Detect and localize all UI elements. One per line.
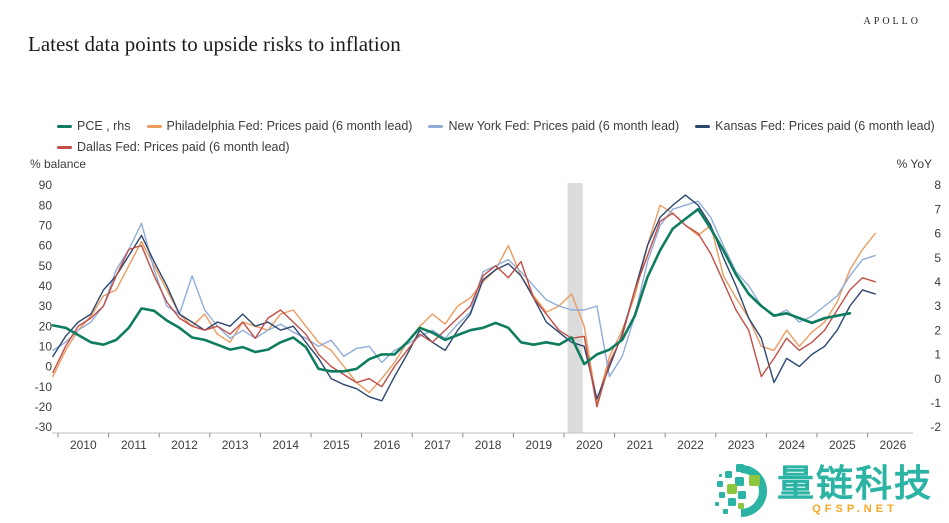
x-tick-label: 2012 bbox=[171, 438, 198, 452]
right-axis-tick-label: 2 bbox=[934, 323, 941, 337]
right-axis-tick-label: 7 bbox=[934, 202, 941, 216]
legend-dash-icon bbox=[428, 124, 444, 128]
series-line-2 bbox=[52, 200, 876, 378]
legend-label: New York Fed: Prices paid (6 month lead) bbox=[448, 119, 680, 133]
legend-item: Philadelphia Fed: Prices paid (6 month l… bbox=[146, 119, 413, 133]
series-line-1 bbox=[52, 204, 876, 404]
x-tick-label: 2022 bbox=[677, 438, 704, 452]
legend-dash-icon bbox=[57, 145, 72, 149]
logo-crescent bbox=[741, 465, 767, 517]
left-axis-tick-label: 50 bbox=[39, 259, 53, 273]
x-tick-label: 2015 bbox=[323, 438, 350, 452]
right-axis-tick-label: 3 bbox=[934, 299, 941, 313]
left-axis-tick-label: 20 bbox=[39, 319, 53, 333]
watermark-site: QFSP.NET bbox=[812, 503, 898, 515]
x-tick-label: 2010 bbox=[70, 438, 97, 452]
legend-item: New York Fed: Prices paid (6 month lead) bbox=[428, 119, 679, 133]
legend-label: Philadelphia Fed: Prices paid (6 month l… bbox=[166, 119, 413, 133]
left-axis-tick-label: 40 bbox=[39, 279, 53, 293]
chart-legend: PCE , rhs Philadelphia Fed: Prices paid (… bbox=[57, 119, 935, 154]
legend-row: PCE , rhs Philadelphia Fed: Prices paid (… bbox=[57, 119, 935, 133]
left-axis-title: % balance bbox=[30, 157, 87, 171]
logo-squares bbox=[715, 464, 760, 514]
right-axis-tick-label: -1 bbox=[930, 396, 941, 410]
right-axis-tick-label: -2 bbox=[930, 420, 941, 434]
apollo-brand-logo: APOLLO bbox=[863, 16, 921, 27]
right-axis-tick-label: 0 bbox=[934, 372, 941, 386]
left-axis-tick-label: 60 bbox=[39, 239, 53, 253]
x-tick-label: 2026 bbox=[880, 438, 907, 452]
x-tick-label: 2011 bbox=[121, 438, 147, 452]
x-tick-label: 2017 bbox=[424, 438, 451, 452]
x-tick-label: 2018 bbox=[475, 438, 502, 452]
legend-item: Kansas Fed: Prices paid (6 month lead) bbox=[695, 119, 935, 133]
right-axis-tick-label: 8 bbox=[934, 178, 941, 192]
left-axis-tick-label: -20 bbox=[35, 400, 53, 414]
x-tick-label: 2020 bbox=[576, 438, 603, 452]
legend-item: PCE , rhs bbox=[57, 119, 131, 133]
left-axis-tick-label: 90 bbox=[39, 178, 53, 192]
legend-label: Dallas Fed: Prices paid (6 month lead) bbox=[77, 140, 290, 154]
right-axis-tick-label: 5 bbox=[934, 251, 941, 265]
watermark: 量链科技 QFSP.NET bbox=[713, 461, 933, 519]
legend-dash-icon bbox=[695, 124, 711, 128]
legend-label: PCE , rhs bbox=[77, 119, 131, 133]
x-tick-label: 2025 bbox=[829, 438, 856, 452]
page-title: Latest data points to upside risks to in… bbox=[28, 32, 401, 56]
left-axis-tick-label: 0 bbox=[45, 360, 52, 374]
right-axis-title: % YoY bbox=[896, 157, 932, 171]
legend-item: Dallas Fed: Prices paid (6 month lead) bbox=[57, 140, 290, 154]
recession-band bbox=[567, 183, 583, 433]
x-tick-label: 2016 bbox=[374, 438, 401, 452]
left-axis-tick-label: 80 bbox=[39, 198, 53, 212]
x-tick-label: 2019 bbox=[525, 438, 552, 452]
left-axis-tick-label: 10 bbox=[39, 340, 53, 354]
legend-label: Kansas Fed: Prices paid (6 month lead) bbox=[715, 119, 935, 133]
left-axis-tick-label: -10 bbox=[35, 380, 53, 394]
x-tick-label: 2013 bbox=[222, 438, 249, 452]
watermark-name: 量链科技 bbox=[777, 463, 933, 504]
series-line-3 bbox=[52, 194, 876, 402]
legend-dash-icon bbox=[57, 124, 72, 128]
x-tick-label: 2021 bbox=[627, 438, 654, 452]
x-tick-label: 2024 bbox=[778, 438, 805, 452]
left-axis-tick-label: 30 bbox=[39, 299, 53, 313]
x-tick-label: 2014 bbox=[272, 438, 299, 452]
legend-row: Dallas Fed: Prices paid (6 month lead) bbox=[57, 140, 935, 154]
right-axis-tick-label: 6 bbox=[934, 227, 941, 241]
watermark-logo-icon bbox=[715, 464, 767, 517]
left-axis-tick-label: -30 bbox=[35, 420, 53, 434]
right-axis-tick-label: 1 bbox=[934, 348, 941, 362]
series-line-4 bbox=[52, 212, 876, 408]
left-axis-tick-label: 70 bbox=[39, 219, 53, 233]
legend-dash-icon bbox=[146, 124, 162, 128]
x-tick-label: 2023 bbox=[728, 438, 755, 452]
series-line-0 bbox=[51, 207, 852, 373]
right-axis-tick-label: 4 bbox=[934, 275, 941, 289]
